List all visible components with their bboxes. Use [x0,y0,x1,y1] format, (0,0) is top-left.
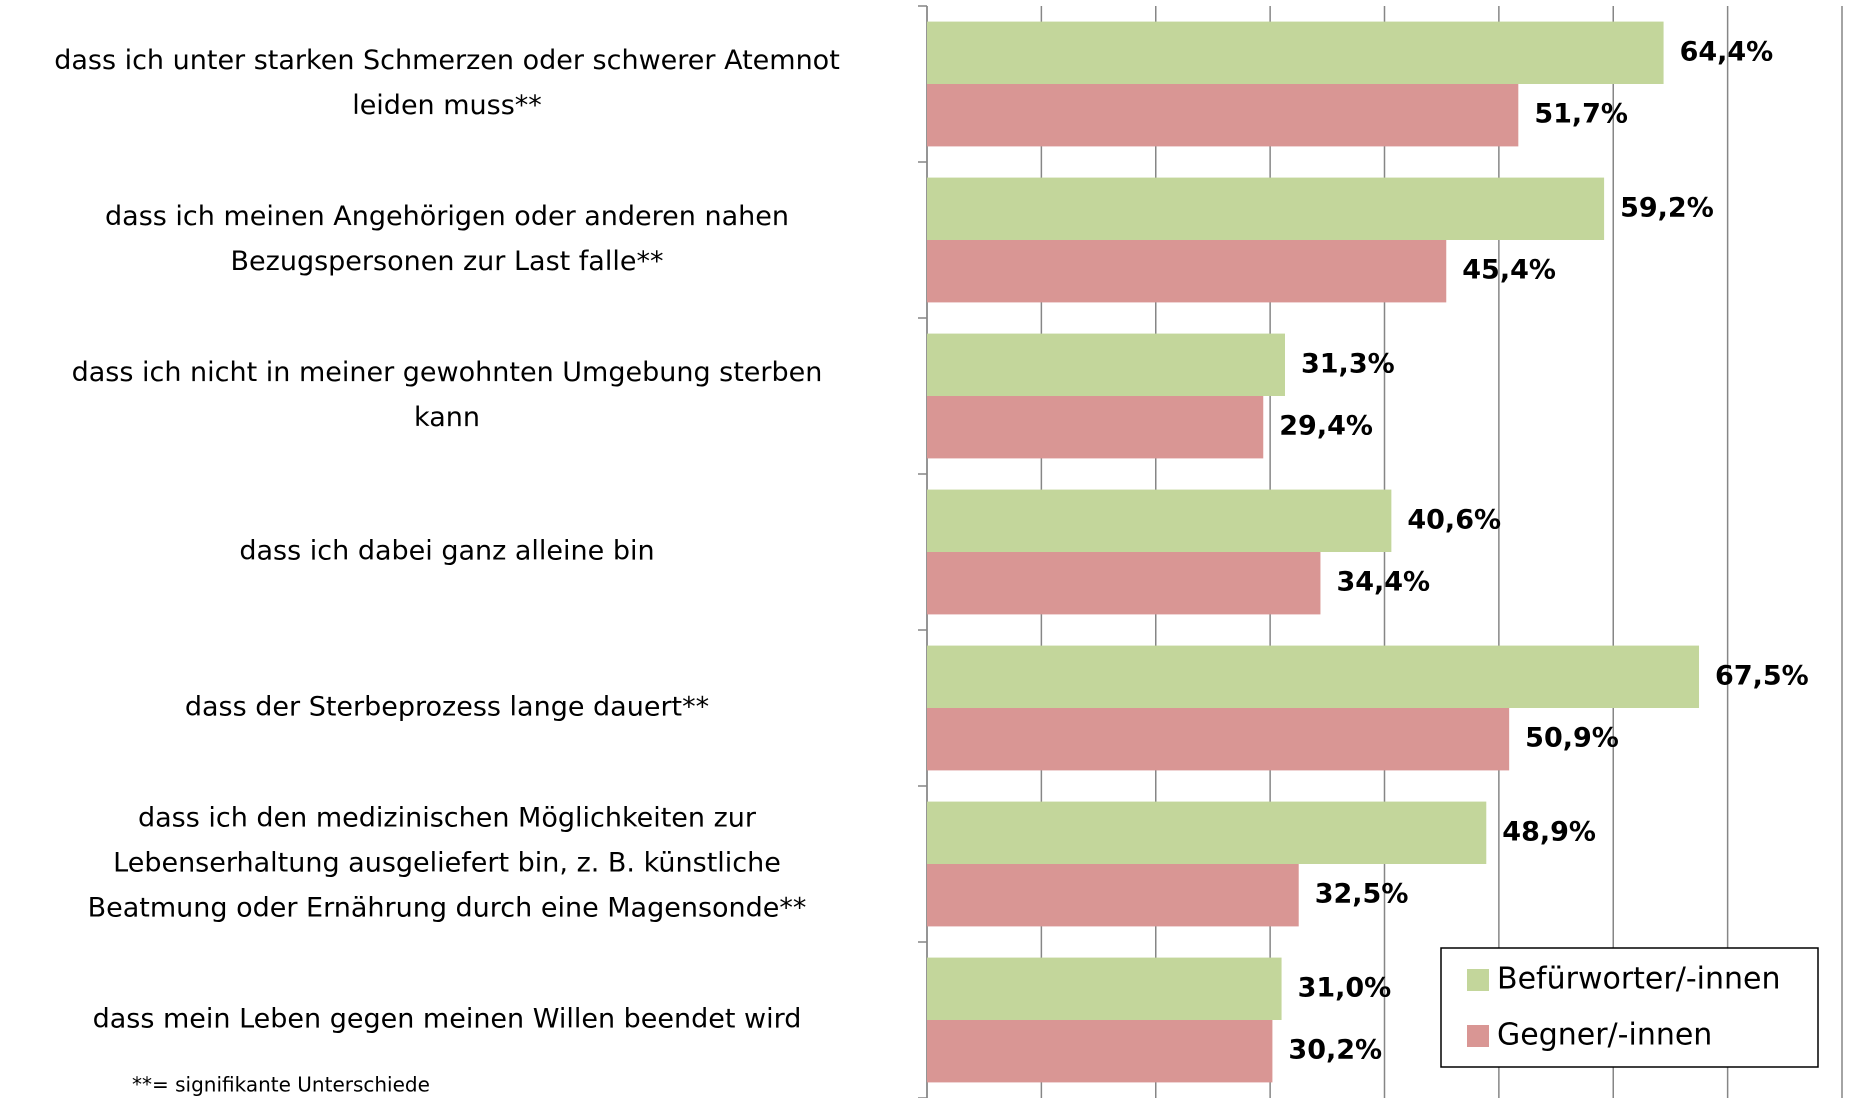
legend-swatch [1467,969,1489,991]
bar [927,864,1299,927]
category-label: kann [414,402,480,433]
bar [927,177,1605,240]
category-label: dass ich unter starken Schmerzen oder sc… [54,45,840,76]
category-label: dass ich meinen Angehörigen oder anderen… [105,201,789,232]
bar [927,240,1447,303]
category-label: Lebenserhaltung ausgeliefert bin, z. B. … [113,848,781,879]
value-label: 31,0% [1298,972,1392,1003]
bar [927,84,1519,147]
footnote: **= signifikante Unterschiede [132,1073,430,1097]
bar [927,396,1264,459]
value-label: 64,4% [1680,36,1774,67]
value-label: 30,2% [1288,1035,1382,1066]
category-label: dass ich dabei ganz alleine bin [239,536,654,567]
category-label: dass mein Leben gegen meinen Willen been… [93,1004,802,1035]
bar [927,645,1700,708]
category-label: dass ich nicht in meiner gewohnten Umgeb… [72,357,823,388]
bar [927,21,1664,85]
value-label: 45,4% [1462,255,1556,286]
value-label: 31,3% [1301,348,1395,379]
bar [927,552,1321,615]
category-label: Bezugspersonen zur Last falle** [231,246,664,277]
bar [927,1020,1273,1083]
value-label: 50,9% [1525,723,1619,754]
value-label: 34,4% [1336,567,1430,598]
legend-label: Befürworter/-innen [1497,962,1781,997]
value-label: 67,5% [1715,660,1809,691]
value-label: 29,4% [1279,411,1373,442]
value-label: 48,9% [1502,816,1596,847]
value-label: 51,7% [1534,99,1628,130]
bar [927,489,1392,552]
category-label: dass ich den medizinischen Möglichkeiten… [138,803,757,834]
value-label: 40,6% [1407,504,1501,535]
value-label: 32,5% [1315,879,1409,910]
bar [927,333,1285,396]
bar [927,708,1510,771]
value-label: 59,2% [1620,192,1714,223]
bar [927,957,1282,1020]
bar [927,801,1487,864]
legend-label: Gegner/-innen [1497,1018,1712,1053]
legend-swatch [1467,1025,1489,1047]
legend-box [1440,947,1819,1068]
category-label: dass der Sterbeprozess lange dauert** [185,692,709,723]
category-label: Beatmung oder Ernährung durch eine Magen… [88,893,807,924]
category-label: leiden muss** [352,90,542,121]
